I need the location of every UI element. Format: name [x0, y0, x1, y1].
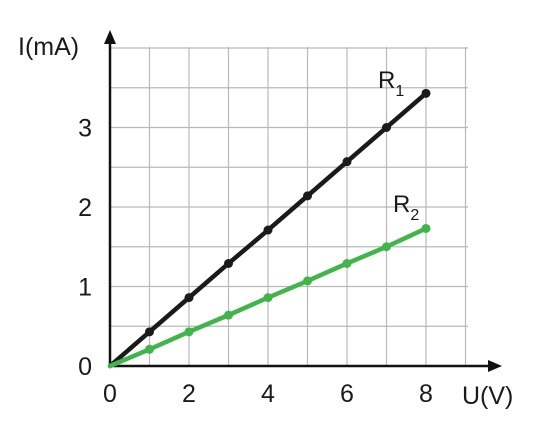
- series-1-point: [342, 157, 352, 167]
- x-axis-arrow-icon: [488, 360, 502, 372]
- y-tick-label: 0: [78, 353, 92, 381]
- y-axis-label: I(mA): [18, 33, 79, 61]
- series-1-point: [421, 88, 431, 98]
- x-tick-label: 8: [419, 380, 433, 408]
- tick-labels: 0 2 4 6 8 0 1 2 3: [78, 115, 433, 409]
- series-2-point: [382, 242, 391, 252]
- series-1-point: [224, 258, 233, 268]
- y-axis-arrow-icon: [104, 30, 116, 44]
- series: [107, 88, 431, 369]
- x-tick-label: 2: [182, 380, 196, 408]
- series-1-point: [184, 293, 194, 303]
- series-2-point: [263, 293, 273, 303]
- series-label-1: R1: [378, 67, 404, 100]
- y-tick-label: 2: [78, 194, 92, 222]
- series-1-point: [382, 123, 391, 132]
- series-2-point: [224, 310, 233, 320]
- x-tick-label: 0: [103, 380, 117, 408]
- series-1-point: [263, 225, 273, 235]
- x-axis-label: U(V): [462, 382, 513, 410]
- grid: [110, 47, 468, 366]
- y-tick-label: 3: [78, 115, 92, 143]
- series-2-point: [421, 223, 431, 233]
- x-tick-label: 4: [261, 380, 275, 408]
- axes: [104, 30, 502, 372]
- series-2-point: [303, 276, 312, 286]
- y-tick-label: 1: [78, 274, 92, 302]
- x-tick-label: 6: [340, 380, 354, 408]
- series-labels: R1 R2: [378, 67, 419, 224]
- series-1-point: [303, 191, 312, 201]
- series-2-point: [145, 344, 154, 354]
- series-2-point: [184, 327, 194, 337]
- series-label-2: R2: [393, 191, 419, 224]
- series-2-point: [342, 258, 352, 268]
- series-1-point: [145, 327, 154, 337]
